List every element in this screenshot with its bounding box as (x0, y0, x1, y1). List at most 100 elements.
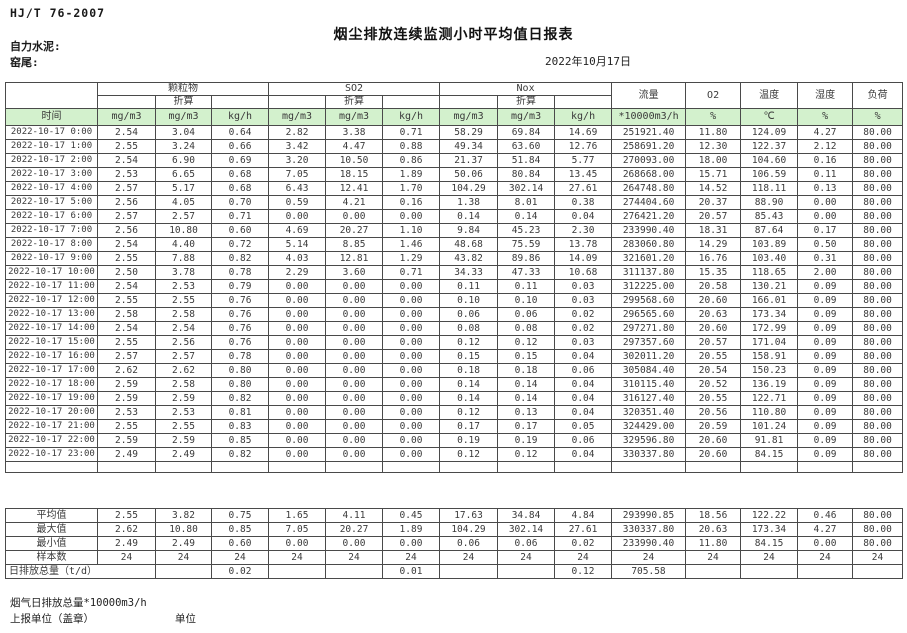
col-header-o2: O2 (685, 82, 742, 109)
value-cell: 20.57 (685, 335, 742, 350)
value-cell: 80.00 (852, 321, 904, 336)
value-cell: 80.00 (852, 349, 904, 364)
value-cell: 2.55 (155, 419, 212, 434)
value-cell: 2.55 (155, 293, 212, 308)
value-cell: 80.00 (852, 209, 904, 224)
value-cell: 4.21 (325, 195, 384, 210)
value-cell: 0.31 (797, 251, 854, 266)
value-cell: 0.82 (210, 391, 270, 406)
col-header-humidity: 湿度 (797, 82, 854, 109)
unit-cell: kg/h (382, 108, 441, 126)
value-cell: 27.61 (554, 181, 613, 196)
value-cell: 0.11 (797, 167, 854, 182)
summary-value-cell: 80.00 (852, 536, 903, 551)
time-header: 时间 (5, 108, 98, 126)
table-row: 2022-10-17 3:00 2.53 6.65 0.68 7.05 18.15 1.89… (5, 167, 904, 182)
value-cell: 88.90 (740, 195, 799, 210)
value-cell: 80.00 (852, 279, 904, 294)
value-cell: 0.12 (497, 335, 556, 350)
time-cell: 2022-10-17 16:00 (5, 349, 98, 364)
summary-value-cell: 24 (268, 550, 326, 565)
value-cell: 2.55 (97, 251, 156, 266)
time-cell: 2022-10-17 8:00 (5, 237, 98, 252)
value-cell: 0.00 (268, 209, 327, 224)
value-cell: 0.00 (268, 391, 327, 406)
value-cell: 3.60 (325, 265, 384, 280)
value-cell: 270093.00 (611, 153, 687, 168)
value-cell: 0.16 (382, 195, 441, 210)
summary-value-cell: 0.46 (797, 508, 853, 523)
summary-value-cell: 0.00 (797, 536, 853, 551)
value-cell: 0.88 (382, 139, 441, 154)
time-cell: 2022-10-17 22:00 (5, 433, 98, 448)
value-cell: 0.03 (554, 293, 613, 308)
value-cell: 80.00 (852, 391, 904, 406)
value-cell: 80.00 (852, 237, 904, 252)
daily-total-value-cell: 0.01 (382, 564, 440, 579)
value-cell: 0.09 (797, 349, 854, 364)
value-cell: 0.71 (382, 125, 441, 140)
value-cell: 118.65 (740, 265, 799, 280)
value-cell: 0.13 (497, 405, 556, 420)
value-cell: 104.29 (439, 181, 499, 196)
daily-total-value-cell (497, 564, 555, 579)
value-cell: 118.11 (740, 181, 799, 196)
value-cell: 50.06 (439, 167, 499, 182)
value-cell: 0.79 (210, 279, 270, 294)
value-cell: 274404.60 (611, 195, 687, 210)
value-cell: 0.00 (382, 321, 441, 336)
value-cell: 2.55 (97, 139, 156, 154)
value-cell: 0.11 (497, 279, 556, 294)
time-cell: 2022-10-17 2:00 (5, 153, 98, 168)
value-cell: 12.30 (685, 139, 742, 154)
value-cell: 0.09 (797, 279, 854, 294)
value-cell: 0.12 (439, 405, 499, 420)
value-cell: 268668.00 (611, 167, 687, 182)
value-cell: 80.00 (852, 363, 904, 378)
value-cell: 2.55 (97, 419, 156, 434)
value-cell: 171.04 (740, 335, 799, 350)
value-cell: 0.38 (554, 195, 613, 210)
value-cell: 3.04 (155, 125, 212, 140)
value-cell: 0.00 (382, 293, 441, 308)
report-table: 颗粒物 SO2 Nox 流量 O2 温度 湿度 负荷 折算 折算 折算 (5, 82, 904, 473)
value-cell: 166.01 (740, 293, 799, 308)
value-cell: 0.14 (439, 209, 499, 224)
flue-gas-daily-total-note: 烟气日排放总量*10000m3/h (10, 597, 147, 609)
value-cell: 302011.20 (611, 349, 687, 364)
empty-cell (268, 461, 327, 473)
value-cell: 14.69 (554, 125, 613, 140)
daily-total-value-cell (740, 564, 798, 579)
time-cell: 2022-10-17 15:00 (5, 335, 98, 350)
table-row: 2022-10-17 7:00 2.56 10.80 0.60 4.69 20.27 1.1… (5, 223, 904, 238)
value-cell: 0.00 (325, 419, 384, 434)
value-cell: 2.00 (797, 265, 854, 280)
value-cell: 13.78 (554, 237, 613, 252)
time-cell: 2022-10-17 7:00 (5, 223, 98, 238)
unit-cell: kg/h (554, 108, 613, 126)
empty-cell (497, 461, 556, 473)
summary-value-cell: 24 (611, 550, 686, 565)
value-cell: 2.57 (97, 181, 156, 196)
summary-value-cell: 20.27 (325, 522, 383, 537)
value-cell: 14.52 (685, 181, 742, 196)
value-cell: 69.84 (497, 125, 556, 140)
value-cell: 0.71 (382, 265, 441, 280)
value-cell: 0.08 (439, 321, 499, 336)
value-cell: 45.23 (497, 223, 556, 238)
value-cell: 0.14 (497, 391, 556, 406)
value-cell: 0.00 (382, 433, 441, 448)
summary-value-cell: 330337.80 (611, 522, 686, 537)
value-cell: 302.14 (497, 181, 556, 196)
value-cell: 20.60 (685, 293, 742, 308)
unit-cell: ℃ (740, 108, 799, 126)
value-cell: 251921.40 (611, 125, 687, 140)
value-cell: 7.88 (155, 251, 212, 266)
time-cell: 2022-10-17 21:00 (5, 419, 98, 434)
value-cell: 20.59 (685, 419, 742, 434)
value-cell: 0.76 (210, 307, 270, 322)
value-cell: 80.00 (852, 433, 904, 448)
value-cell: 18.15 (325, 167, 384, 182)
value-cell: 0.05 (554, 419, 613, 434)
summary-table: 平均值 2.55 3.82 0.75 1.65 4.11 0.45 17.63 34.84 4.8… (5, 508, 903, 579)
